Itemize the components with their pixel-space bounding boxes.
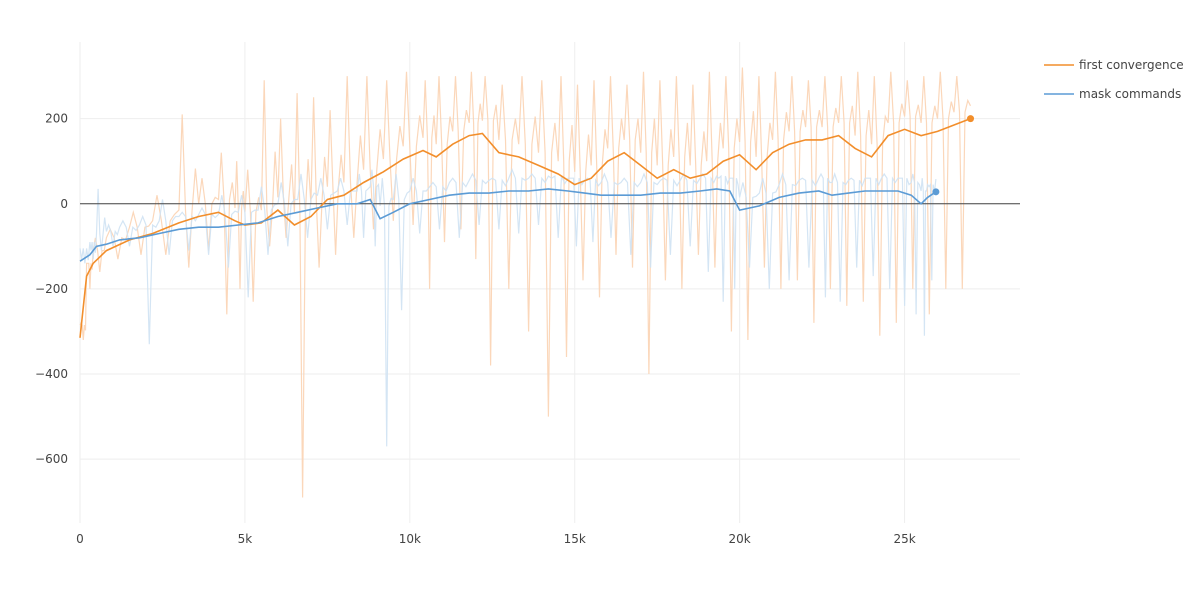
x-tick-label: 15k: [564, 532, 586, 546]
smoothed-series-layer: [79, 115, 975, 338]
x-axis-ticks: 0 5k 10k 15k 20k 25k: [76, 532, 916, 546]
legend: first convergence mask commands: [1044, 58, 1184, 101]
series-line-1: [79, 188, 937, 262]
y-tick-label: −200: [35, 282, 68, 296]
x-tick-label: 25k: [893, 532, 915, 546]
x-tick-label: 0: [76, 532, 84, 546]
raw-trace-series-1: [79, 168, 937, 447]
legend-label: mask commands: [1079, 87, 1181, 101]
raw-series-layer: [79, 67, 972, 498]
y-tick-label: 200: [45, 112, 68, 126]
series-end-point-1: [932, 188, 940, 196]
series-end-point-0: [967, 115, 975, 123]
x-tick-label: 20k: [729, 532, 751, 546]
y-tick-label: −600: [35, 452, 68, 466]
y-tick-label: −400: [35, 367, 68, 381]
x-tick-label: 5k: [238, 532, 253, 546]
y-tick-label: 0: [60, 197, 68, 211]
legend-label: first convergence: [1079, 58, 1184, 72]
raw-trace-series-0: [79, 67, 972, 498]
series-line-0: [79, 117, 971, 338]
x-tick-label: 10k: [399, 532, 421, 546]
y-axis-ticks: 200 0 −200 −400 −600: [35, 112, 68, 467]
